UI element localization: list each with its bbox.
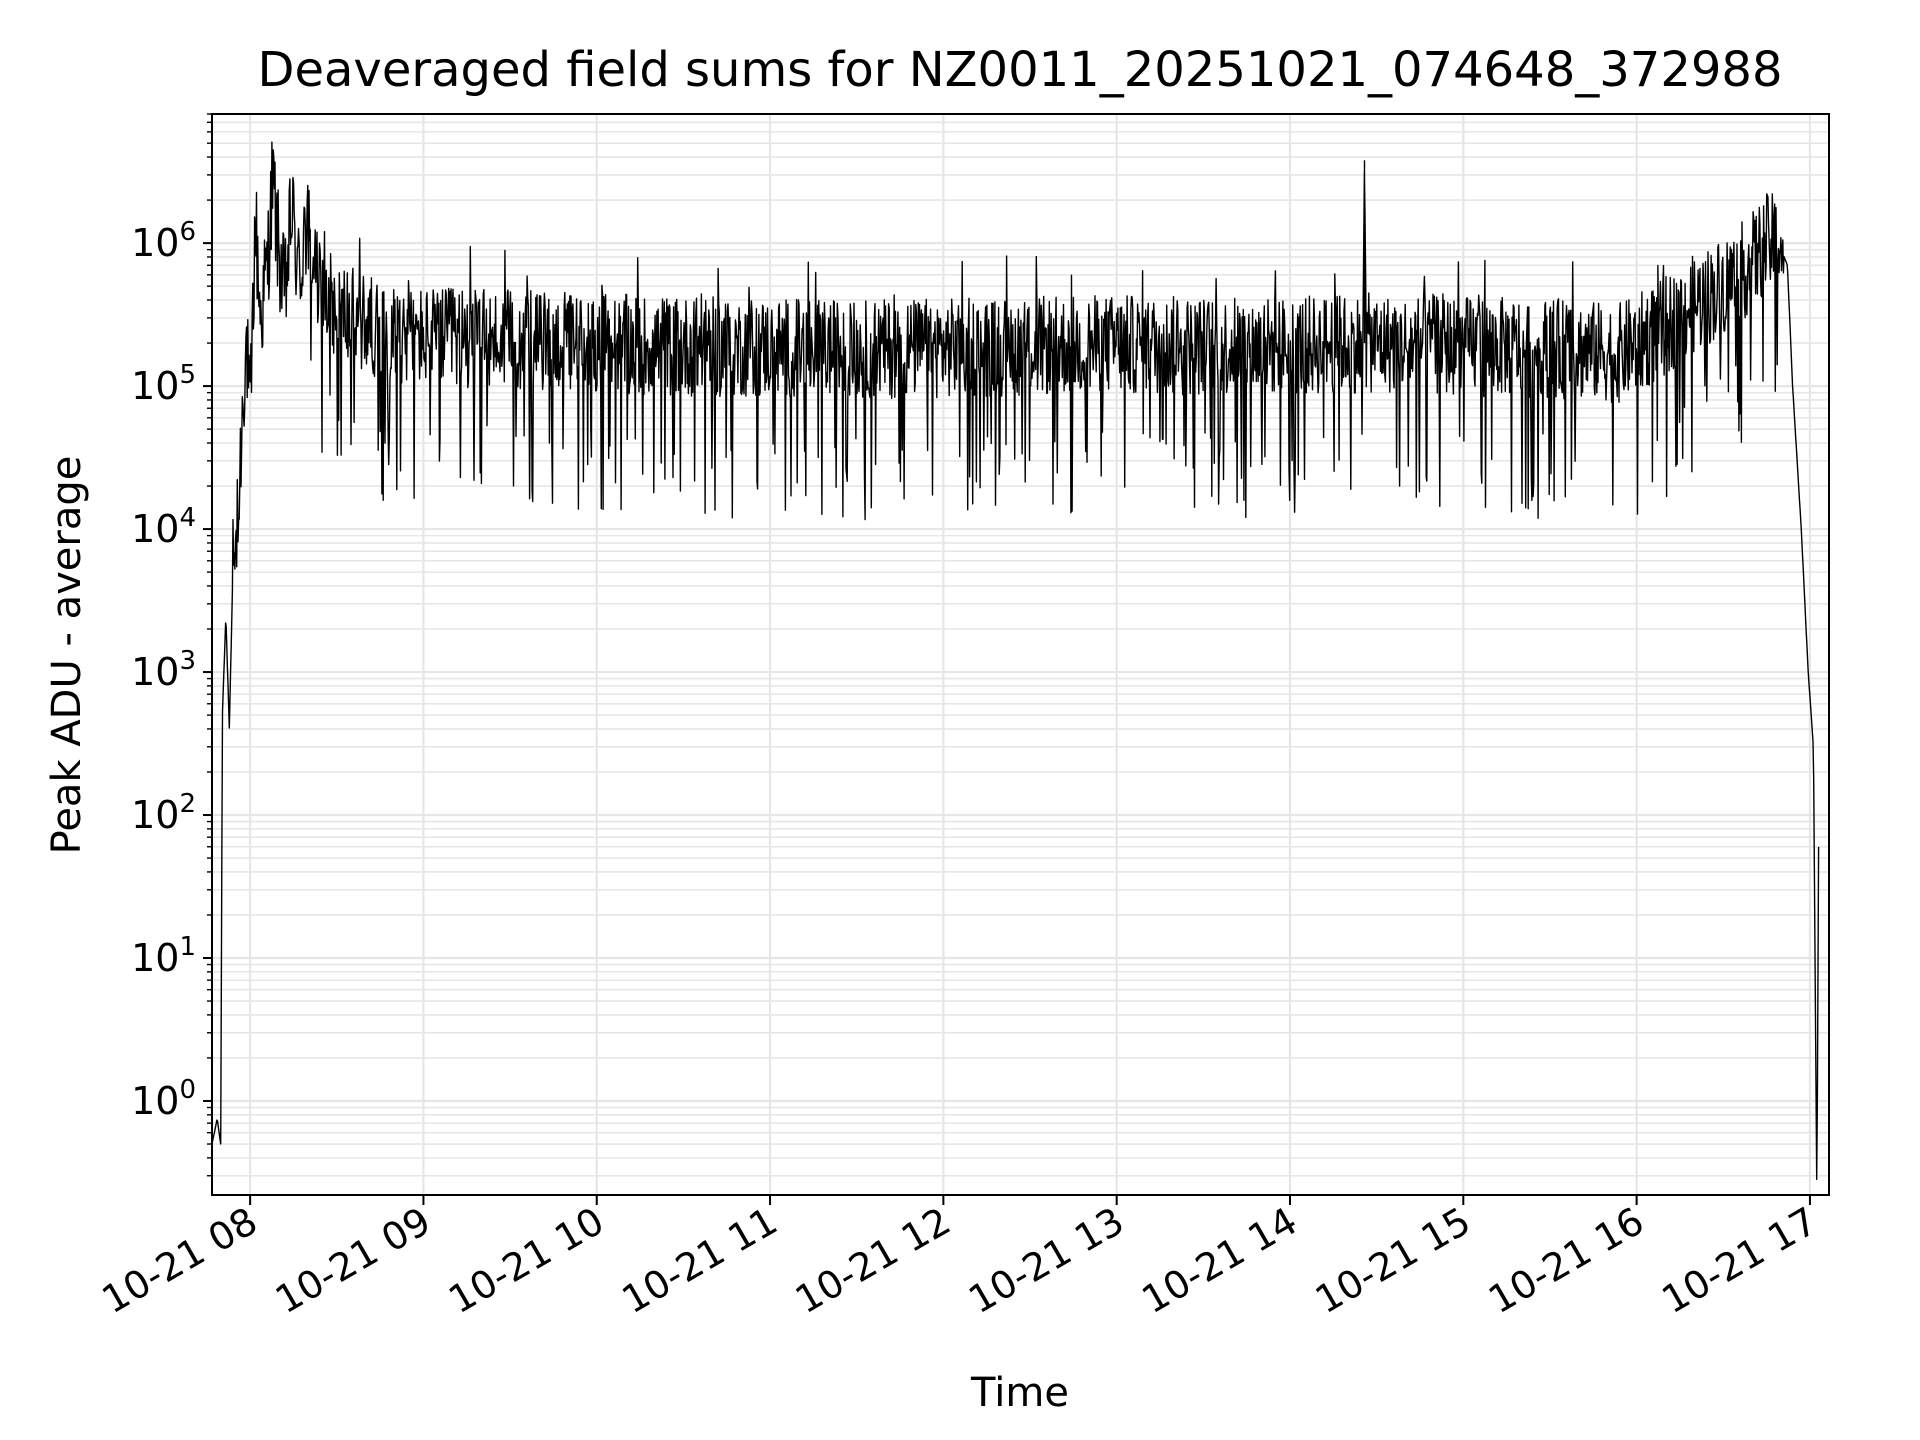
plot-frame	[211, 113, 1830, 1196]
y-tick-exponent: 1	[179, 932, 196, 962]
y-tick-base: 10	[131, 793, 179, 837]
y-tick-exponent: 0	[179, 1075, 196, 1105]
y-tick-exponent: 2	[179, 789, 196, 819]
x-tick-label: 10-21 15	[1308, 1199, 1478, 1323]
x-tick-label: 10-21 09	[268, 1199, 438, 1323]
y-tick-base: 10	[131, 650, 179, 694]
y-tick-base: 10	[131, 936, 179, 980]
x-tick-label: 10-21 10	[441, 1199, 611, 1323]
x-tick-label: 10-21 14	[1135, 1199, 1305, 1323]
y-tick-exponent: 3	[179, 646, 196, 676]
x-tick-label: 10-21 12	[788, 1199, 958, 1323]
x-tick-label: 10-21 13	[961, 1199, 1131, 1323]
y-tick-exponent: 5	[179, 360, 196, 390]
y-tick-label: 102	[131, 789, 196, 837]
data-line-layer	[211, 141, 1820, 1181]
x-tick-label: 10-21 08	[95, 1199, 265, 1323]
chart-title: Deaveraged field sums for NZ0011_2025102…	[258, 42, 1783, 98]
y-axis-label: Peak ADU - average	[44, 456, 90, 855]
y-tick-label: 106	[131, 217, 196, 265]
y-tick-label: 101	[131, 932, 196, 980]
y-tick-label: 103	[131, 646, 196, 694]
y-tick-base: 10	[131, 1079, 179, 1123]
y-tick-base: 10	[131, 507, 179, 551]
y-tick-base: 10	[131, 364, 179, 408]
series-line-field-sums	[211, 141, 1820, 1181]
x-tick-label: 10-21 17	[1654, 1199, 1824, 1323]
x-axis-label: Time	[970, 1370, 1069, 1416]
y-tick-exponent: 6	[179, 217, 196, 247]
y-tick-exponent: 4	[179, 503, 196, 533]
y-tick-label: 100	[131, 1075, 196, 1123]
x-tick-label: 10-21 11	[615, 1199, 785, 1323]
y-tick-base: 10	[131, 221, 179, 265]
x-axis: 10-21 08 10-21 09 10-21 10 10-21 11 10-21 12…	[95, 1195, 1824, 1323]
y-tick-label: 104	[131, 503, 196, 551]
x-tick-label: 10-21 16	[1481, 1199, 1651, 1323]
y-tick-label: 105	[131, 360, 196, 408]
grid-layer	[212, 113, 1829, 1195]
